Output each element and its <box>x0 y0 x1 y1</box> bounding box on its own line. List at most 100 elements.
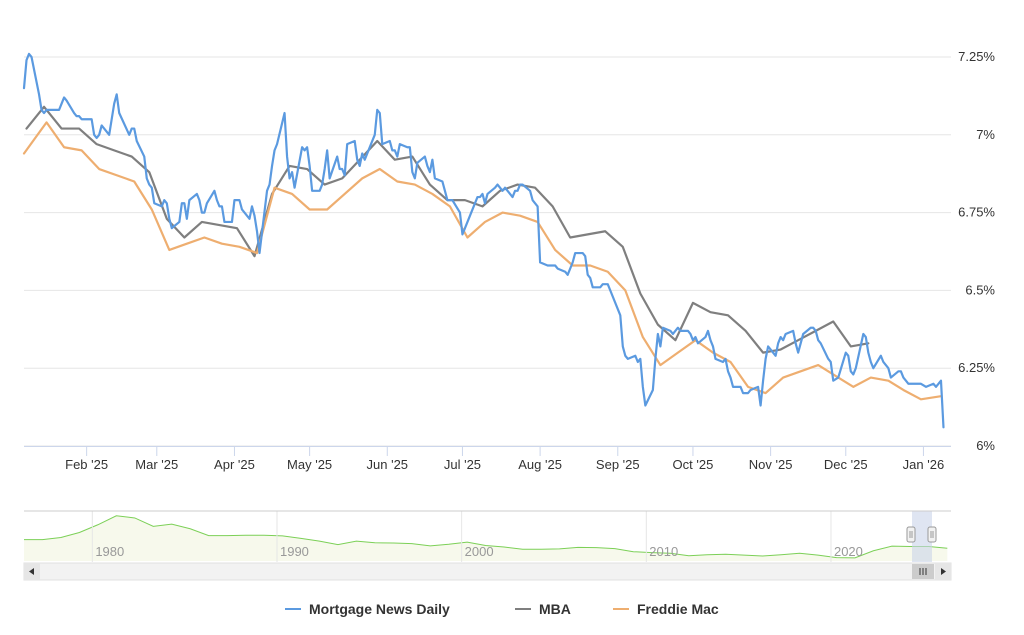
data-point-mnd[interactable] <box>412 176 417 181</box>
data-point-mnd[interactable] <box>918 381 923 386</box>
data-point-mba[interactable] <box>112 148 117 153</box>
data-point-mnd[interactable] <box>831 378 836 383</box>
data-point-mnd[interactable] <box>305 145 310 150</box>
data-point-freddie[interactable] <box>816 363 821 368</box>
data-point-mnd[interactable] <box>485 191 490 196</box>
data-point-mnd[interactable] <box>134 139 139 144</box>
data-point-mnd[interactable] <box>653 356 658 361</box>
data-point-mnd[interactable] <box>285 154 290 159</box>
data-point-mba[interactable] <box>848 344 853 349</box>
data-point-mnd[interactable] <box>836 375 841 380</box>
data-point-mba[interactable] <box>603 229 608 234</box>
data-point-mba[interactable] <box>147 170 152 175</box>
navigator-left-handle[interactable] <box>906 526 916 543</box>
data-point-freddie[interactable] <box>623 288 628 293</box>
data-point-mba[interactable] <box>59 126 64 131</box>
data-point-mnd[interactable] <box>868 359 873 364</box>
data-point-mnd[interactable] <box>457 210 462 215</box>
data-point-mnd[interactable] <box>425 163 430 168</box>
navigator-right-handle[interactable] <box>927 526 937 543</box>
data-point-mba[interactable] <box>726 313 731 318</box>
scrollbar[interactable] <box>23 562 952 581</box>
data-point-mba[interactable] <box>77 126 82 131</box>
data-point-freddie[interactable] <box>237 244 242 249</box>
data-point-mnd[interactable] <box>219 204 224 209</box>
data-point-freddie[interactable] <box>202 235 207 240</box>
data-point-freddie[interactable] <box>167 247 172 252</box>
data-point-mnd[interactable] <box>204 201 209 206</box>
data-point-mnd[interactable] <box>758 403 763 408</box>
data-point-mnd[interactable] <box>212 188 217 193</box>
data-point-mnd[interactable] <box>335 154 340 159</box>
data-point-mnd[interactable] <box>82 117 87 122</box>
data-point-mba[interactable] <box>743 328 748 333</box>
data-point-mnd[interactable] <box>638 356 643 361</box>
data-point-mnd[interactable] <box>257 251 262 256</box>
series-freddie[interactable] <box>22 120 944 402</box>
data-point-freddie[interactable] <box>605 269 610 274</box>
data-point-mnd[interactable] <box>395 154 400 159</box>
data-point-mnd[interactable] <box>164 201 169 206</box>
data-point-mnd[interactable] <box>64 98 69 103</box>
data-point-mnd[interactable] <box>362 157 367 162</box>
data-point-mnd[interactable] <box>620 344 625 349</box>
data-point-freddie[interactable] <box>851 384 856 389</box>
data-point-mba[interactable] <box>199 219 204 224</box>
series-line-mba[interactable] <box>25 105 870 354</box>
data-point-freddie[interactable] <box>307 207 312 212</box>
data-point-mnd[interactable] <box>187 198 192 203</box>
data-point-mba[interactable] <box>638 291 643 296</box>
data-point-mba[interactable] <box>375 139 380 144</box>
data-point-mnd[interactable] <box>24 58 29 63</box>
data-point-freddie[interactable] <box>342 191 347 196</box>
data-point-mnd[interactable] <box>342 173 347 178</box>
data-point-mnd[interactable] <box>731 384 736 389</box>
data-point-mnd[interactable] <box>282 111 287 116</box>
data-point-mnd[interactable] <box>618 313 623 318</box>
data-point-mnd[interactable] <box>377 111 382 116</box>
data-point-mnd[interactable] <box>590 285 595 290</box>
data-point-mnd[interactable] <box>761 378 766 383</box>
data-point-mba[interactable] <box>585 232 590 237</box>
data-point-mnd[interactable] <box>292 185 297 190</box>
data-point-mnd[interactable] <box>177 219 182 224</box>
data-point-mnd[interactable] <box>99 123 104 128</box>
data-point-mnd[interactable] <box>695 341 700 346</box>
data-point-mnd[interactable] <box>678 328 683 333</box>
data-point-mnd[interactable] <box>310 188 315 193</box>
data-point-mnd[interactable] <box>47 107 52 112</box>
data-point-mnd[interactable] <box>325 148 330 153</box>
data-point-mnd[interactable] <box>112 101 117 106</box>
data-point-mnd[interactable] <box>728 375 733 380</box>
data-point-mnd[interactable] <box>480 191 485 196</box>
data-point-mnd[interactable] <box>322 167 327 172</box>
data-point-mba[interactable] <box>761 350 766 355</box>
data-point-mnd[interactable] <box>450 198 455 203</box>
data-point-mnd[interactable] <box>482 201 487 206</box>
data-point-mnd[interactable] <box>360 151 365 156</box>
data-point-mnd[interactable] <box>229 219 234 224</box>
data-point-mnd[interactable] <box>462 226 467 231</box>
data-point-mnd[interactable] <box>272 148 277 153</box>
data-point-mnd[interactable] <box>237 198 242 203</box>
series-mba[interactable] <box>24 104 871 355</box>
data-point-mnd[interactable] <box>938 378 943 383</box>
data-point-freddie[interactable] <box>588 263 593 268</box>
data-point-mnd[interactable] <box>901 375 906 380</box>
data-point-mnd[interactable] <box>871 366 876 371</box>
data-point-mnd[interactable] <box>941 425 946 430</box>
data-point-mnd[interactable] <box>650 387 655 392</box>
data-point-mnd[interactable] <box>372 132 377 137</box>
data-point-mnd[interactable] <box>573 251 578 256</box>
data-point-mnd[interactable] <box>851 372 856 377</box>
data-point-mba[interactable] <box>462 198 467 203</box>
data-point-freddie[interactable] <box>918 397 923 402</box>
data-point-freddie[interactable] <box>798 369 803 374</box>
data-point-mnd[interactable] <box>427 170 432 175</box>
data-point-mnd[interactable] <box>726 369 731 374</box>
data-point-mnd[interactable] <box>853 366 858 371</box>
scrollbar-track[interactable] <box>23 562 952 581</box>
series-line-freddie[interactable] <box>22 121 943 401</box>
data-point-freddie[interactable] <box>184 241 189 246</box>
data-point-freddie[interactable] <box>219 241 224 246</box>
